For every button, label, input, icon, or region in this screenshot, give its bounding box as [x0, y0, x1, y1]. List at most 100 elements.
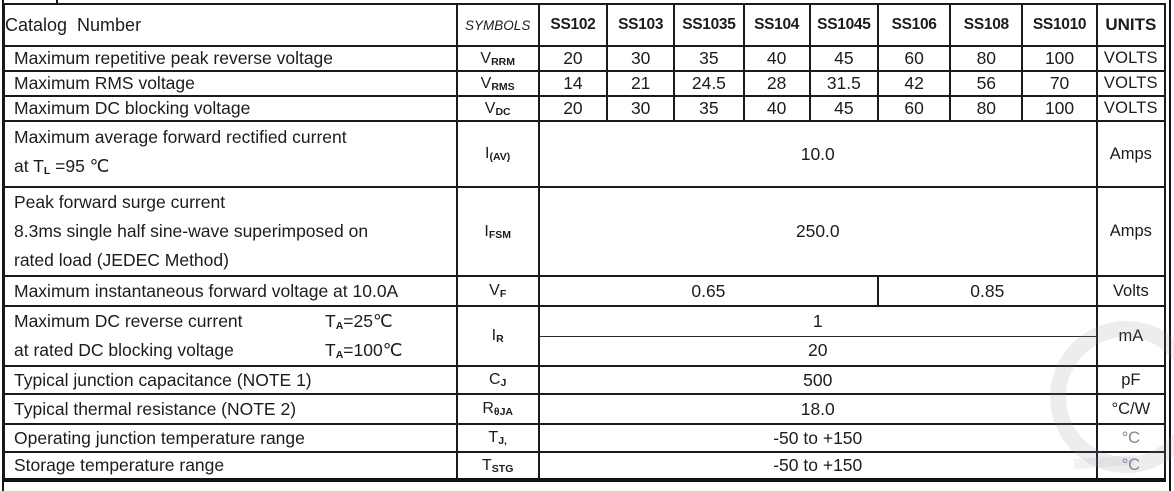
value-cell-span: 500 — [537, 365, 1098, 395]
value-cell: 60 — [876, 95, 952, 122]
maximum-ratings-table: Catalog Number SYMBOLS SS102 SS103 SS103… — [3, 3, 1167, 482]
units-cell: VOLTS — [1095, 70, 1167, 97]
value-cell: 45 — [808, 45, 879, 72]
row-tstg: Storage temperature range TSTG -50 to +1… — [3, 451, 1167, 481]
symbol-vrrm: VRRM — [455, 45, 540, 72]
value-cell-span: -50 to +150 — [537, 423, 1098, 453]
value-cell: 56 — [949, 70, 1024, 97]
param-label-ifsm: Peak forward surge current 8.3ms single … — [3, 186, 458, 277]
param-line: rated load (JEDEC Method) — [14, 250, 229, 270]
value-cell-span: -50 to +150 — [537, 451, 1098, 481]
param-label-rthja: Typical thermal resistance (NOTE 2) — [3, 393, 458, 425]
value-cell: 30 — [606, 45, 676, 72]
units-cell: Amps — [1095, 186, 1167, 277]
value-cell-span: 18.0 — [537, 393, 1098, 425]
part-header-ss102: SS102 — [537, 3, 609, 47]
value-cell-vf-high: 0.85 — [876, 275, 1098, 307]
value-cell: 21 — [606, 70, 676, 97]
units-cell: Amps — [1095, 120, 1167, 188]
param-line: at TL =95 ℃ — [14, 155, 110, 177]
param-label-iav: Maximum average forward rectified curren… — [3, 120, 458, 188]
value-cell: 80 — [949, 95, 1024, 122]
value-cell: 60 — [876, 45, 952, 72]
symbol-iav: I(AV) — [455, 120, 540, 188]
param-label-vrms: Maximum RMS voltage — [3, 70, 458, 97]
row-vrms: Maximum RMS voltage VRMS 14 21 24.5 28 3… — [3, 70, 1167, 97]
param-label-vf: Maximum instantaneous forward voltage at… — [3, 275, 458, 307]
symbol-tstg: TSTG — [455, 451, 540, 481]
symbol-vf: VF — [455, 275, 540, 307]
param-label-vrrm: Maximum repetitive peak reverse voltage — [3, 45, 458, 72]
row-vf: Maximum instantaneous forward voltage at… — [3, 275, 1167, 307]
page-frame-right — [1169, 0, 1171, 491]
units-cell: °C — [1095, 423, 1167, 453]
symbol-tj: TJ, — [455, 423, 540, 453]
value-cell: 45 — [808, 95, 879, 122]
value-cell: 40 — [742, 95, 811, 122]
value-cell-span: 10.0 — [537, 120, 1098, 188]
row-ir-100c: 20 — [4, 335, 1165, 367]
symbol-vdc: VDC — [455, 95, 540, 122]
units-cell: VOLTS — [1095, 95, 1167, 122]
param-label-vdc: Maximum DC blocking voltage — [3, 95, 458, 122]
value-cell: 30 — [606, 95, 676, 122]
value-cell: 70 — [1021, 70, 1098, 97]
value-cell: 28 — [742, 70, 811, 97]
table-header-row: Catalog Number SYMBOLS SS102 SS103 SS103… — [3, 3, 1167, 47]
units-cell: °C — [1095, 451, 1167, 481]
param-label-ir: Maximum DC reverse current TA=25℃ at rate… — [3, 305, 458, 367]
value-cell: 20 — [537, 95, 609, 122]
value-cell: 42 — [876, 70, 952, 97]
value-cell: 35 — [673, 45, 745, 72]
row-iav: Maximum average forward rectified curren… — [3, 120, 1167, 188]
units-cell: Volts — [1095, 275, 1167, 307]
value-cell-span: 250.0 — [537, 186, 1098, 277]
units-cell: pF — [1095, 365, 1167, 395]
param-label-tj: Operating junction temperature range — [3, 423, 458, 453]
symbol-ifsm: IFSM — [455, 186, 540, 277]
symbols-header: SYMBOLS — [455, 3, 540, 47]
value-cell: 80 — [949, 45, 1024, 72]
value-cell: 14 — [537, 70, 609, 97]
catalog-number-header: Catalog Number — [3, 3, 458, 47]
row-cj: Typical junction capacitance (NOTE 1) CJ… — [3, 365, 1167, 395]
page-frame-stub — [56, 0, 58, 5]
part-header-ss1010: SS1010 — [1021, 3, 1098, 47]
part-header-ss1045: SS1045 — [808, 3, 879, 47]
value-cell-vf-low: 0.65 — [537, 275, 879, 307]
value-cell-ir-25: 1 — [537, 305, 1098, 337]
symbol-ir: IR — [455, 305, 540, 367]
value-cell: 35 — [673, 95, 745, 122]
value-cell: 24.5 — [673, 70, 745, 97]
row-rthja: Typical thermal resistance (NOTE 2) RθJA… — [3, 393, 1167, 425]
param-line: Maximum average forward rectified curren… — [14, 126, 347, 147]
part-header-ss108: SS108 — [949, 3, 1024, 47]
value-cell: 31.5 — [808, 70, 879, 97]
row-tj: Operating junction temperature range TJ,… — [3, 423, 1167, 453]
param-line: 8.3ms single half sine-wave superimposed… — [14, 221, 369, 241]
symbol-vrms: VRMS — [455, 70, 540, 97]
part-header-ss103: SS103 — [606, 3, 676, 47]
param-line: at rated DC blocking voltage TA=100℃ — [14, 336, 455, 364]
value-cell: 40 — [742, 45, 811, 72]
units-cell: VOLTS — [1095, 45, 1167, 72]
part-header-ss106: SS106 — [876, 3, 952, 47]
value-cell-ir-100: 20 — [537, 335, 1098, 367]
part-header-ss1035: SS1035 — [673, 3, 745, 47]
value-cell: 100 — [1021, 45, 1098, 72]
param-label-cj: Typical junction capacitance (NOTE 1) — [3, 365, 458, 395]
value-cell: 100 — [1021, 95, 1098, 122]
units-cell: °C/W — [1095, 393, 1167, 425]
row-vdc: Maximum DC blocking voltage VDC 20 30 35… — [3, 95, 1167, 122]
symbol-cj: CJ — [455, 365, 540, 395]
part-header-ss104: SS104 — [742, 3, 811, 47]
param-label-tstg: Storage temperature range — [3, 451, 458, 481]
symbol-rthja: RθJA — [455, 393, 540, 425]
param-line: Maximum DC reverse current TA=25℃ — [14, 308, 455, 336]
condition-ta25: TA=25℃ — [325, 311, 393, 332]
value-cell: 20 — [537, 45, 609, 72]
row-ir-25c: Maximum DC reverse current TA=25℃ at rate… — [3, 305, 1167, 367]
row-vrrm: Maximum repetitive peak reverse voltage … — [3, 45, 1167, 72]
condition-ta100: TA=100℃ — [325, 340, 403, 361]
